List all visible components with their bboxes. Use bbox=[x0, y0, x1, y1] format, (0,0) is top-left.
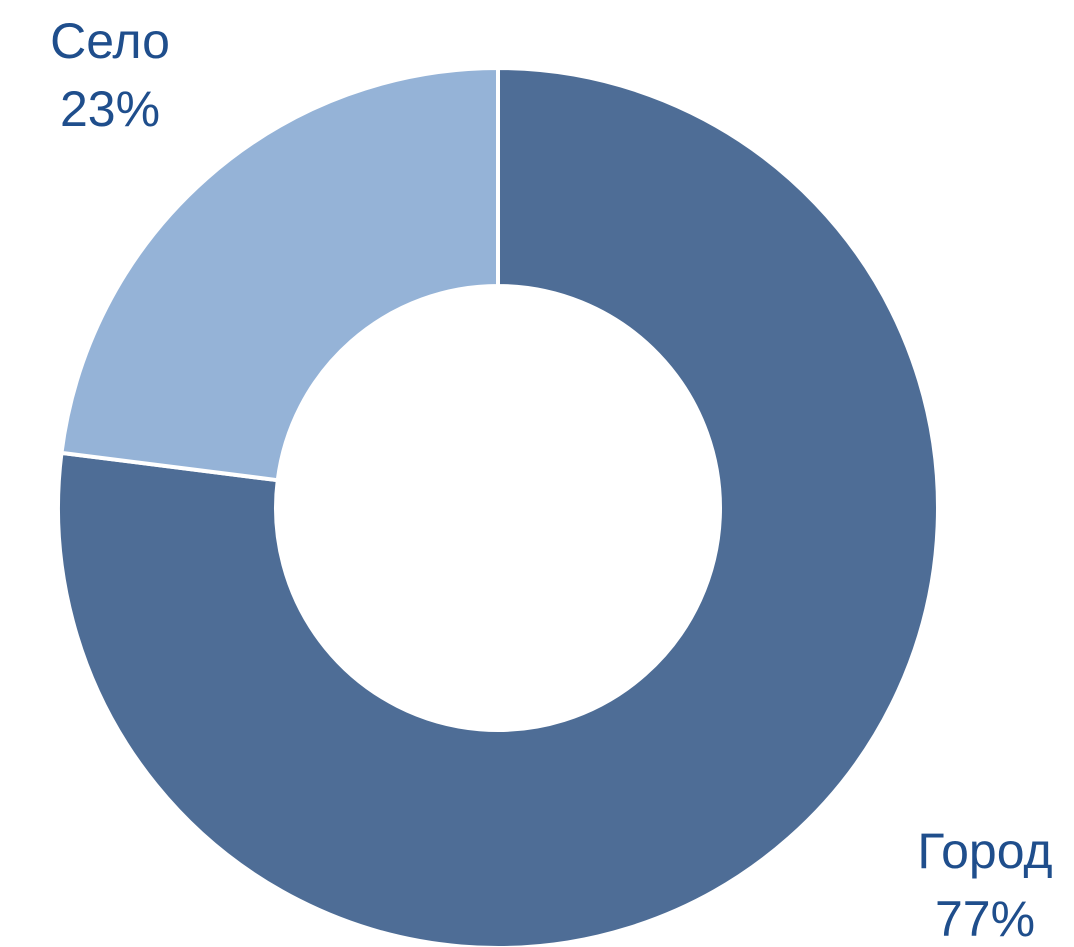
category-label: Город bbox=[917, 823, 1052, 879]
donut-segment bbox=[59, 65, 500, 483]
category-label: Село bbox=[50, 13, 170, 69]
value-label: 23% bbox=[60, 81, 160, 137]
value-label: 77% bbox=[935, 891, 1035, 947]
donut-segment bbox=[56, 65, 940, 947]
